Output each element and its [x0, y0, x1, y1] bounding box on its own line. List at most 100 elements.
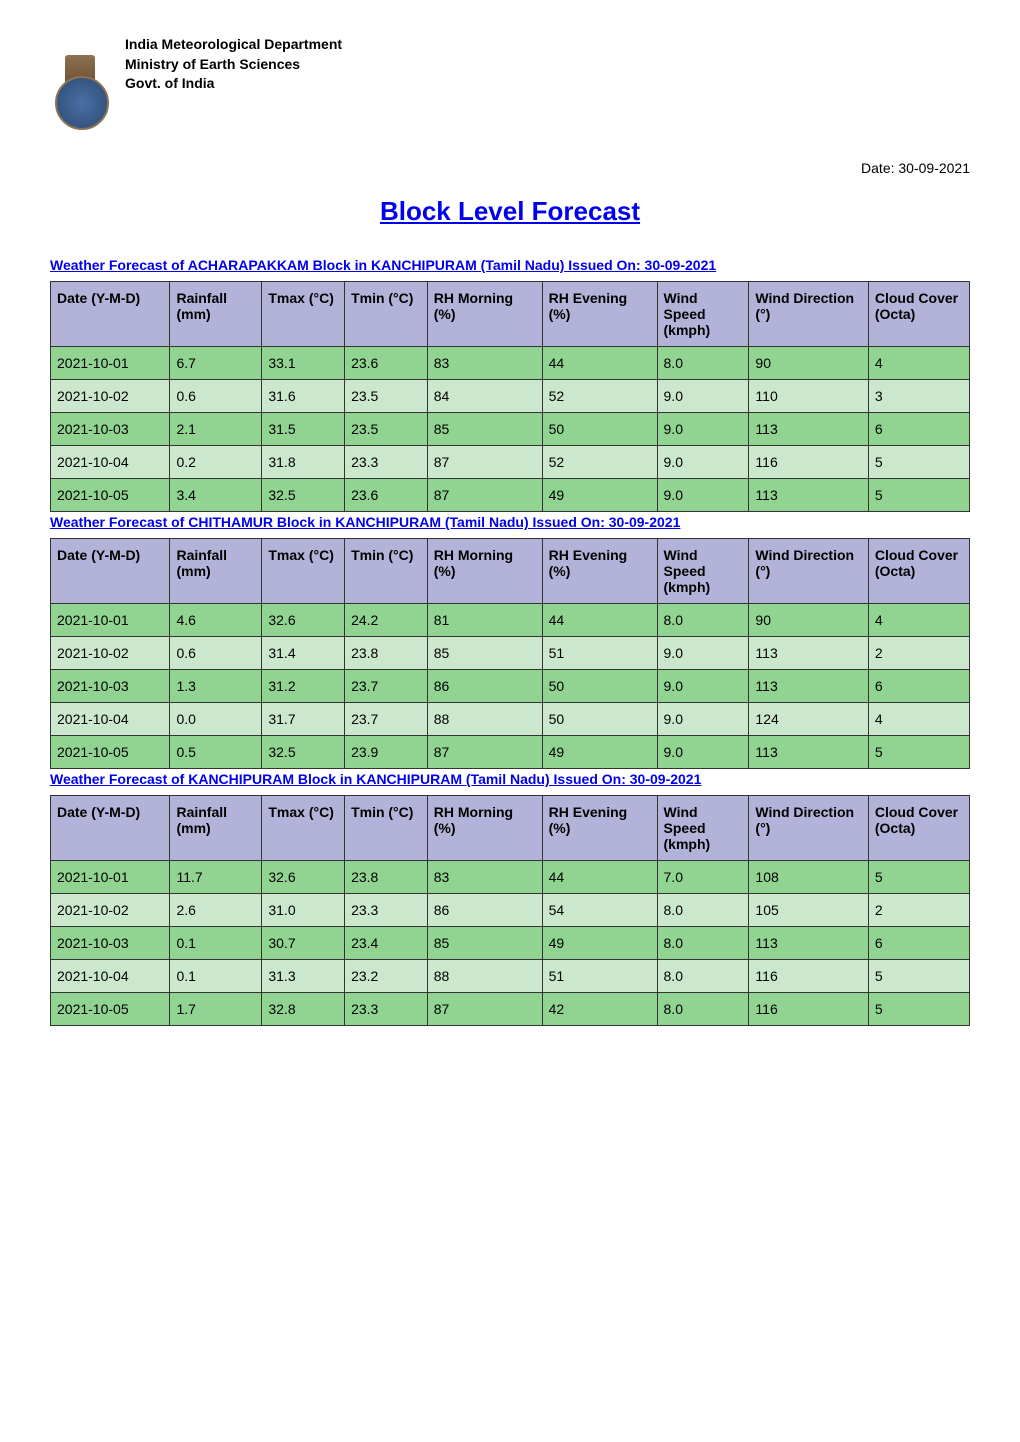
table-cell: 32.5: [262, 479, 345, 512]
table-cell: 87: [427, 446, 542, 479]
table-cell: 32.6: [262, 604, 345, 637]
table-cell: 6: [868, 413, 969, 446]
table-cell: 50: [542, 413, 657, 446]
table-row: 2021-10-051.732.823.387428.01165: [51, 993, 970, 1026]
table-cell: 23.3: [345, 894, 428, 927]
column-header: RH Morning (%): [427, 282, 542, 347]
column-header: Cloud Cover (Octa): [868, 539, 969, 604]
dept-name: India Meteorological Department: [125, 35, 342, 55]
table-cell: 23.5: [345, 380, 428, 413]
table-cell: 30.7: [262, 927, 345, 960]
section-title: Weather Forecast of KANCHIPURAM Block in…: [50, 771, 970, 787]
forecast-table: Date (Y-M-D)Rainfall (mm)Tmax (°C)Tmin (…: [50, 281, 970, 512]
table-cell: 23.8: [345, 861, 428, 894]
table-cell: 23.6: [345, 479, 428, 512]
table-cell: 7.0: [657, 861, 749, 894]
table-cell: 49: [542, 479, 657, 512]
column-header: Tmin (°C): [345, 796, 428, 861]
table-cell: 110: [749, 380, 868, 413]
table-cell: 31.6: [262, 380, 345, 413]
forecast-sections: Weather Forecast of ACHARAPAKKAM Block i…: [50, 257, 970, 1026]
table-cell: 32.8: [262, 993, 345, 1026]
forecast-table: Date (Y-M-D)Rainfall (mm)Tmax (°C)Tmin (…: [50, 795, 970, 1026]
table-cell: 113: [749, 637, 868, 670]
table-cell: 24.2: [345, 604, 428, 637]
table-cell: 5: [868, 736, 969, 769]
table-cell: 42: [542, 993, 657, 1026]
table-cell: 51: [542, 637, 657, 670]
table-cell: 49: [542, 927, 657, 960]
column-header: RH Evening (%): [542, 282, 657, 347]
table-cell: 51: [542, 960, 657, 993]
table-cell: 124: [749, 703, 868, 736]
table-cell: 23.6: [345, 347, 428, 380]
table-cell: 33.1: [262, 347, 345, 380]
section-title: Weather Forecast of CHITHAMUR Block in K…: [50, 514, 970, 530]
table-cell: 9.0: [657, 479, 749, 512]
table-cell: 2.6: [170, 894, 262, 927]
table-cell: 87: [427, 993, 542, 1026]
table-header-row: Date (Y-M-D)Rainfall (mm)Tmax (°C)Tmin (…: [51, 796, 970, 861]
table-cell: 108: [749, 861, 868, 894]
table-cell: 2021-10-05: [51, 736, 170, 769]
table-cell: 23.3: [345, 993, 428, 1026]
column-header: RH Morning (%): [427, 796, 542, 861]
column-header: Wind Direction (°): [749, 539, 868, 604]
table-cell: 113: [749, 670, 868, 703]
table-cell: 23.7: [345, 670, 428, 703]
column-header: Date (Y-M-D): [51, 796, 170, 861]
table-cell: 23.9: [345, 736, 428, 769]
table-cell: 2021-10-04: [51, 960, 170, 993]
table-cell: 23.2: [345, 960, 428, 993]
table-cell: 105: [749, 894, 868, 927]
table-cell: 54: [542, 894, 657, 927]
table-row: 2021-10-016.733.123.683448.0904: [51, 347, 970, 380]
table-cell: 2: [868, 894, 969, 927]
column-header: Wind Speed (kmph): [657, 796, 749, 861]
table-cell: 86: [427, 670, 542, 703]
column-header: Wind Speed (kmph): [657, 539, 749, 604]
table-cell: 8.0: [657, 894, 749, 927]
table-cell: 9.0: [657, 446, 749, 479]
table-cell: 2021-10-03: [51, 413, 170, 446]
ministry-name: Ministry of Earth Sciences: [125, 55, 342, 75]
section-title: Weather Forecast of ACHARAPAKKAM Block i…: [50, 257, 970, 273]
table-cell: 2021-10-03: [51, 670, 170, 703]
table-cell: 2021-10-02: [51, 380, 170, 413]
table-cell: 50: [542, 670, 657, 703]
table-cell: 88: [427, 703, 542, 736]
table-cell: 87: [427, 736, 542, 769]
table-cell: 0.6: [170, 637, 262, 670]
column-header: Rainfall (mm): [170, 282, 262, 347]
table-cell: 2.1: [170, 413, 262, 446]
govt-name: Govt. of India: [125, 74, 342, 94]
table-cell: 116: [749, 960, 868, 993]
table-cell: 2021-10-05: [51, 993, 170, 1026]
table-row: 2021-10-014.632.624.281448.0904: [51, 604, 970, 637]
table-cell: 9.0: [657, 380, 749, 413]
table-cell: 2021-10-05: [51, 479, 170, 512]
emblem-icon: [65, 55, 95, 95]
table-cell: 44: [542, 861, 657, 894]
table-cell: 32.5: [262, 736, 345, 769]
table-cell: 23.3: [345, 446, 428, 479]
table-cell: 31.4: [262, 637, 345, 670]
table-cell: 8.0: [657, 993, 749, 1026]
table-row: 2021-10-032.131.523.585509.01136: [51, 413, 970, 446]
table-cell: 52: [542, 446, 657, 479]
table-cell: 8.0: [657, 927, 749, 960]
table-row: 2021-10-031.331.223.786509.01136: [51, 670, 970, 703]
table-cell: 31.7: [262, 703, 345, 736]
table-cell: 5: [868, 446, 969, 479]
table-row: 2021-10-050.532.523.987499.01135: [51, 736, 970, 769]
table-cell: 23.7: [345, 703, 428, 736]
column-header: Date (Y-M-D): [51, 282, 170, 347]
table-cell: 49: [542, 736, 657, 769]
table-cell: 90: [749, 347, 868, 380]
column-header: RH Evening (%): [542, 796, 657, 861]
table-cell: 31.3: [262, 960, 345, 993]
table-cell: 83: [427, 861, 542, 894]
table-cell: 113: [749, 927, 868, 960]
column-header: Wind Direction (°): [749, 796, 868, 861]
table-row: 2021-10-022.631.023.386548.01052: [51, 894, 970, 927]
